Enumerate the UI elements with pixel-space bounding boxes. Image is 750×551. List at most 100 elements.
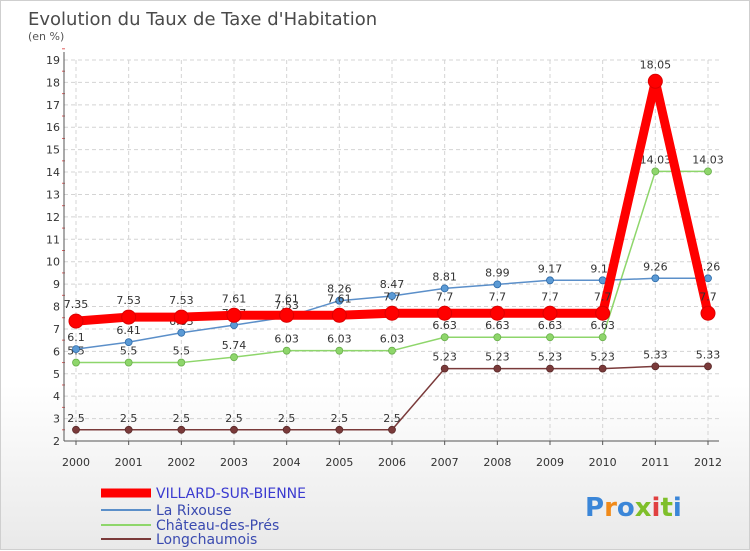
data-label: 7.53 (274, 299, 299, 312)
data-point (384, 305, 400, 321)
chart-title: Evolution du Taux de Taxe d'Habitation (28, 9, 377, 30)
x-tick-label: 2005 (325, 456, 353, 469)
data-label: 2.5 (173, 412, 191, 425)
y-tick-label: 17 (46, 99, 60, 112)
data-point (331, 307, 347, 323)
legend-label: La Rixouse (156, 503, 232, 519)
data-point (546, 364, 554, 373)
data-point (72, 425, 80, 434)
legend-label: Longchaumois (156, 532, 257, 548)
series-group: 2.5 2.5 2.5 2.5 2.5 2.5 2.5 5.23 5.23 5.23 5.23 5.3… (64, 58, 724, 434)
y-tick-label: 12 (46, 211, 60, 224)
data-point (704, 274, 712, 283)
proxiti-logo: Proxiti (585, 493, 682, 523)
y-tick-label: 9 (53, 278, 60, 291)
logo-letter: o (617, 493, 635, 523)
data-point (651, 167, 660, 176)
data-label: 7.7 (699, 290, 717, 303)
data-label: 5.23 (538, 351, 563, 364)
data-label: 5.74 (222, 339, 247, 352)
data-point (651, 274, 660, 283)
x-tick-label: 2000 (62, 456, 90, 469)
y-tick-label: 14 (46, 166, 60, 179)
y-tick-label: 5 (53, 368, 60, 381)
logo-letter: t (660, 493, 672, 523)
data-point (546, 333, 554, 342)
data-point (72, 358, 80, 367)
data-label: 2.5 (331, 412, 349, 425)
y-tick-label: 16 (46, 121, 60, 134)
data-point (279, 307, 295, 323)
x-tick-label: 2007 (431, 456, 459, 469)
data-point (124, 358, 133, 367)
data-point (173, 309, 189, 325)
data-point (230, 353, 238, 362)
data-label: 7.53 (169, 294, 194, 307)
data-label: 5.5 (173, 345, 191, 358)
data-label: 5.33 (696, 348, 721, 361)
x-tick-label: 2011 (641, 456, 669, 469)
y-tick-label: 8 (53, 301, 60, 314)
data-label: 2.5 (225, 412, 243, 425)
data-label: 7.7 (436, 290, 454, 303)
y-tick-label: 2 (53, 435, 60, 448)
data-point (440, 333, 449, 342)
x-tick-label: 2010 (589, 456, 617, 469)
y-tick-label: 10 (46, 256, 60, 269)
x-tick-label: 2003 (220, 456, 248, 469)
data-label: 9.17 (538, 262, 563, 275)
data-label: 18.05 (640, 58, 672, 71)
legend-label: Château-des-Prés (156, 518, 279, 534)
data-point (493, 333, 502, 342)
data-label: 2.5 (120, 412, 138, 425)
data-label: 7.53 (116, 294, 141, 307)
data-point (72, 345, 80, 354)
data-label: 6.63 (538, 319, 563, 332)
data-label: 6.03 (274, 333, 299, 346)
logo-letter: i (652, 493, 661, 523)
data-point (230, 425, 238, 434)
data-point (700, 305, 716, 321)
data-point (546, 276, 554, 285)
data-point (704, 362, 712, 371)
data-point (335, 425, 344, 434)
logo-text: Proxiti (585, 493, 682, 523)
data-point (388, 425, 396, 434)
data-label: 6.41 (116, 324, 141, 337)
y-tick-label: 13 (46, 188, 60, 201)
data-label: 5.23 (432, 351, 457, 364)
data-label: 8.47 (380, 278, 405, 291)
data-point (226, 307, 242, 323)
x-tick-label: 2001 (115, 456, 143, 469)
data-point (493, 364, 502, 373)
data-label: 14.03 (640, 153, 672, 166)
data-point (437, 305, 453, 321)
data-label: 6.03 (327, 333, 352, 346)
data-label: 8.99 (485, 266, 510, 279)
y-tick-label: 15 (46, 144, 60, 157)
data-label: 6.03 (380, 333, 405, 346)
data-point (647, 73, 663, 89)
data-label: 14.03 (692, 153, 724, 166)
data-label: 2.5 (278, 412, 296, 425)
y-tick-label: 6 (53, 345, 60, 358)
x-tick-label: 2009 (536, 456, 564, 469)
data-label: 6.63 (432, 319, 457, 332)
data-label: 7.7 (541, 290, 559, 303)
x-tick-label: 2008 (483, 456, 511, 469)
data-point (595, 305, 611, 321)
logo-letter: P (585, 493, 604, 523)
logo-letter: x (635, 493, 652, 523)
data-label: 6.63 (485, 319, 510, 332)
data-point (542, 305, 558, 321)
x-tick-label: 2004 (273, 456, 301, 469)
data-point (651, 362, 660, 371)
chart-subtitle: (en %) (28, 30, 64, 43)
data-point (598, 364, 607, 373)
data-label: 5.23 (485, 351, 510, 364)
data-point (177, 425, 186, 434)
data-label: 7.61 (222, 292, 247, 305)
data-label: 5.23 (590, 351, 615, 364)
